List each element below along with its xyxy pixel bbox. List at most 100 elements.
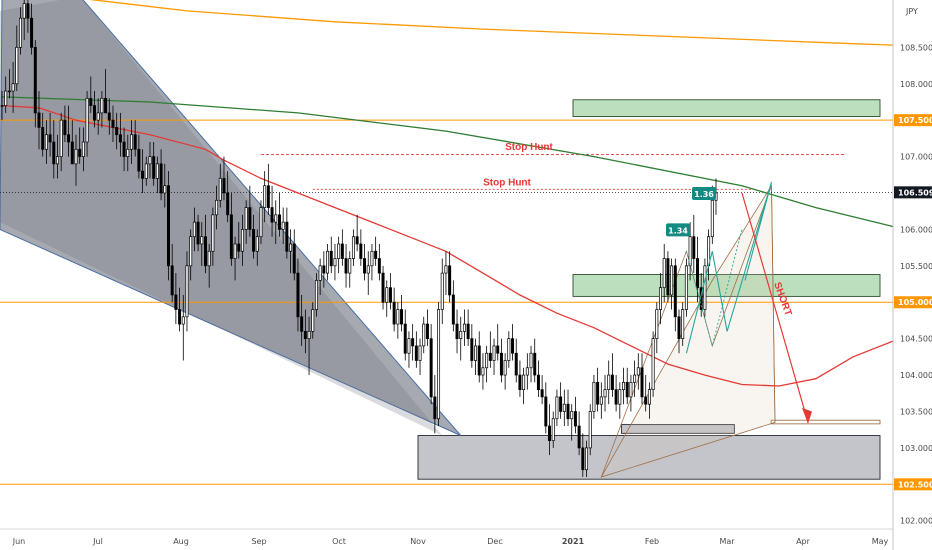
candle-body (170, 265, 174, 296)
time-axis[interactable]: Jun Jul Aug Sep Oct Nov Dec 2021 Feb Mar Apr May (0, 528, 893, 546)
time-tick-label: Aug (173, 537, 189, 546)
candle-body (92, 105, 96, 121)
candle-body (625, 381, 629, 398)
candle-body (374, 250, 378, 259)
candle-body (555, 396, 559, 420)
candle-body (363, 258, 367, 274)
candle-body (15, 46, 19, 85)
candle-body (155, 163, 159, 179)
candle-body (514, 352, 518, 376)
ma-mid-line (1, 96, 932, 240)
candle-body (366, 265, 370, 274)
candle-body (692, 236, 696, 259)
candle-body (240, 229, 244, 252)
ma-fast-line (1, 104, 932, 387)
candle-body (396, 309, 400, 325)
candle-body (22, 3, 26, 19)
candle-body (618, 389, 622, 405)
price-badge-2 (894, 296, 932, 309)
zone-support-1 (572, 274, 881, 297)
zones (417, 99, 881, 480)
ratio-label-1: 1.36 (694, 190, 714, 199)
candle-body (422, 323, 426, 347)
candle-body (388, 287, 392, 303)
candle-body (681, 309, 685, 339)
candle-body (696, 258, 699, 289)
abcd-pattern-line (685, 181, 773, 354)
candle-body (451, 294, 455, 325)
candle-body (651, 338, 655, 390)
candle-body (351, 236, 355, 259)
candle-body (200, 236, 204, 245)
price-tick-label: 108.000 (900, 80, 932, 89)
zone-demand-2 (417, 435, 881, 480)
candle-body (152, 156, 156, 179)
price-axis[interactable]: 102.000 102.500 103.000 103.500 104.000 104.5… (892, 0, 932, 550)
candle-body (33, 46, 37, 114)
candle-body (359, 243, 363, 259)
candle-body (41, 127, 45, 150)
candle-body (229, 214, 233, 259)
candle-body (274, 214, 278, 223)
candle-body (329, 250, 333, 267)
candle-body (370, 250, 374, 267)
triangle-pattern-shadow (0, 0, 443, 436)
candle-body (466, 323, 470, 339)
time-tick-label: Dec (487, 537, 502, 546)
time-tick-label: 2021 (562, 537, 585, 546)
candle-body (581, 447, 585, 471)
horizontal-levels (0, 119, 893, 485)
candle-body (629, 381, 633, 398)
candle-body (344, 258, 348, 274)
candle-body (459, 331, 463, 339)
candle-body (192, 221, 196, 238)
candle-body (614, 389, 618, 405)
price-tick-label: 104.000 (900, 371, 932, 380)
candle-body (174, 294, 178, 310)
price-tick-label: 104.500 (900, 335, 932, 344)
price-axis-background (893, 0, 932, 550)
moving-averages (1, 0, 932, 387)
candle-body (662, 258, 666, 289)
candle-body (322, 265, 326, 274)
candle-body (215, 199, 219, 216)
short-arrow-line (741, 192, 809, 423)
candle-body (636, 367, 640, 376)
candle-body (44, 134, 48, 150)
time-tick-label: Sep (251, 537, 266, 546)
candle-body (26, 3, 30, 19)
candle-body (252, 229, 256, 252)
candle-body (496, 345, 500, 354)
candle-body (122, 141, 126, 157)
candle-body (677, 316, 681, 339)
price-badge-0 (894, 114, 932, 127)
candle-body (337, 243, 341, 259)
candle-body (340, 243, 344, 259)
candle-body (7, 90, 11, 93)
candle-body (585, 447, 589, 471)
candle-body (647, 389, 651, 405)
price-tick-label: 105.500 (900, 262, 932, 271)
candle-body (226, 192, 230, 216)
candle-body (126, 148, 130, 157)
candle-body (189, 236, 193, 267)
candle-body (622, 381, 626, 390)
candle-body (259, 207, 263, 238)
candle-body (285, 221, 289, 252)
candle-body (307, 331, 311, 339)
candle-body (74, 148, 78, 165)
candle-body (548, 425, 552, 441)
candle-body (67, 134, 71, 143)
candle-body (392, 301, 396, 325)
candle-body (536, 374, 540, 390)
candle-body (37, 112, 41, 128)
price-badge-label-3: 102.500 (898, 480, 932, 489)
candle-body (248, 207, 252, 230)
candle-body (181, 316, 185, 325)
drawings (685, 181, 812, 424)
candle-body (296, 272, 300, 318)
candle-body (603, 389, 607, 398)
candle-body (474, 345, 478, 361)
currency-label: JPY (905, 7, 918, 16)
